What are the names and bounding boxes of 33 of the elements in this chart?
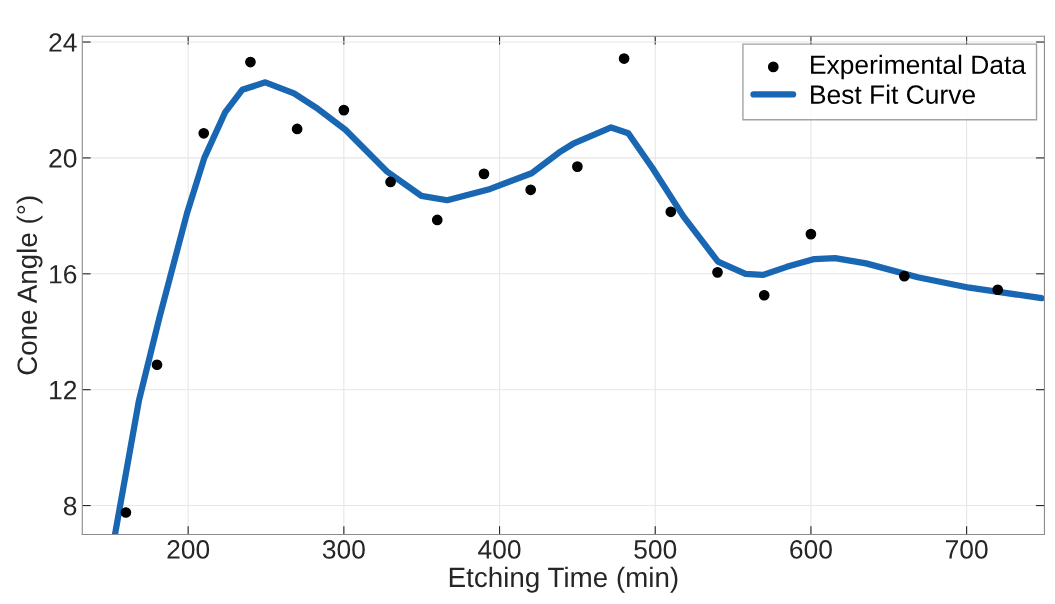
point [665, 206, 677, 218]
x-axis-title: Etching Time (min) [449, 566, 678, 593]
y-axis-title: Cone Angle (°) [16, 196, 43, 375]
point [712, 266, 723, 278]
y-tick-label: 24 [49, 33, 77, 52]
point [992, 284, 1004, 296]
x-tick-label: 200 [167, 540, 210, 559]
x-tick-label: 500 [634, 540, 677, 559]
point [618, 53, 630, 64]
point [805, 228, 817, 240]
legend-label: Best Fit Curve [811, 84, 975, 104]
point [198, 127, 210, 139]
x-tick-label: 300 [322, 540, 365, 559]
point [291, 123, 303, 135]
point [525, 184, 537, 196]
point [338, 104, 350, 116]
x-tick-label: 700 [945, 540, 988, 559]
point [120, 507, 132, 518]
point [151, 359, 163, 371]
point [385, 176, 396, 188]
y-tick-label: 20 [49, 149, 77, 168]
point [245, 56, 256, 68]
point [431, 214, 443, 226]
x-tick-label: 600 [790, 540, 832, 559]
point [758, 289, 770, 301]
y-tick-label: 12 [50, 380, 77, 400]
legend-label: Experimental Data [811, 54, 1026, 80]
point [572, 161, 583, 172]
y-tick-label: 8 [63, 496, 77, 516]
y-tick-label: 16 [50, 264, 77, 284]
x-tick-label: 400 [478, 540, 521, 559]
point [478, 168, 490, 180]
point [898, 270, 910, 282]
